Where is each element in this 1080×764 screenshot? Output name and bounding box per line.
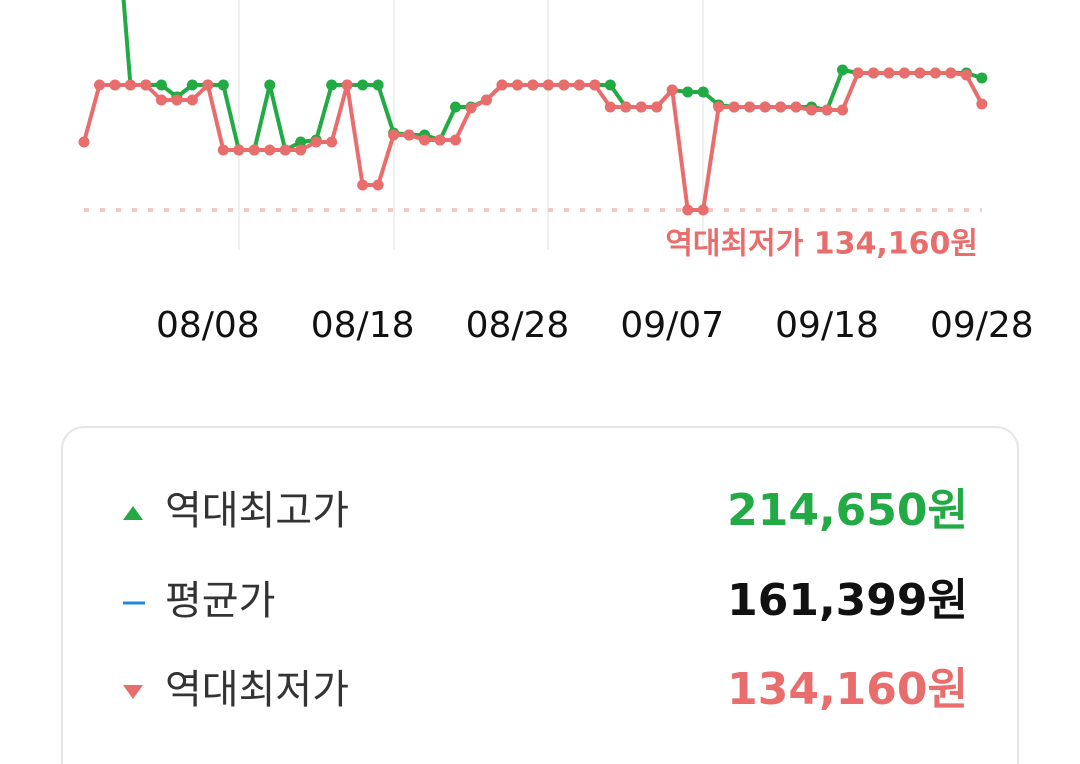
point	[140, 79, 152, 91]
point	[976, 72, 988, 84]
point	[372, 79, 384, 91]
point	[480, 94, 492, 106]
summary-value: 214,650원	[727, 485, 968, 536]
point	[604, 101, 616, 113]
point	[527, 79, 539, 91]
point	[155, 94, 167, 106]
x-tick-label: 09/07	[620, 305, 724, 346]
point	[496, 79, 508, 91]
point	[511, 79, 523, 91]
x-tick-label: 09/18	[775, 305, 879, 346]
point	[326, 79, 338, 91]
point	[806, 104, 818, 116]
point	[573, 79, 585, 91]
point	[651, 101, 663, 113]
point	[388, 129, 400, 141]
point	[357, 79, 369, 91]
point	[93, 79, 105, 91]
point	[233, 144, 245, 156]
point	[589, 79, 601, 91]
min-annotation: 역대최저가 134,160원	[665, 227, 978, 262]
series-line	[82, 71, 984, 212]
point	[837, 64, 849, 76]
point	[790, 101, 802, 113]
point	[341, 79, 353, 91]
point	[929, 67, 941, 79]
point	[186, 79, 198, 91]
point	[264, 144, 276, 156]
min-icon	[123, 685, 143, 699]
grid	[238, 0, 704, 250]
point	[697, 86, 709, 98]
point	[419, 134, 431, 146]
point	[124, 79, 136, 91]
point	[759, 101, 771, 113]
point	[450, 101, 462, 113]
point	[372, 179, 384, 191]
x-axis: 08/08 08/18 08/28 09/07 09/18 09/28	[156, 305, 1034, 346]
summary-value: 161,399원	[727, 575, 968, 626]
point	[682, 204, 694, 216]
point	[837, 104, 849, 116]
point	[960, 69, 972, 81]
summary-card	[61, 426, 1019, 764]
point	[898, 67, 910, 79]
point	[202, 79, 214, 91]
point	[914, 67, 926, 79]
point	[465, 102, 477, 114]
x-tick-label: 09/28	[930, 305, 1034, 346]
point	[821, 104, 833, 116]
point	[171, 94, 183, 106]
x-tick-label: 08/18	[311, 305, 415, 346]
point	[728, 101, 740, 113]
summary-label: 평균가	[165, 578, 275, 624]
point	[279, 144, 291, 156]
point	[697, 204, 709, 216]
point	[604, 79, 616, 91]
summary-label: 역대최저가	[165, 667, 349, 713]
point	[744, 101, 756, 113]
point	[310, 136, 322, 148]
point	[542, 79, 554, 91]
point	[403, 129, 415, 141]
point	[852, 67, 864, 79]
point	[295, 136, 307, 148]
point	[867, 67, 879, 79]
point	[264, 79, 276, 91]
point	[295, 144, 307, 156]
summary-label: 역대최고가	[165, 488, 349, 534]
point	[434, 134, 446, 146]
max-icon	[123, 506, 143, 520]
point	[620, 101, 632, 113]
point	[775, 101, 787, 113]
point	[682, 86, 694, 98]
point	[326, 136, 338, 148]
x-tick-label: 08/08	[156, 305, 260, 346]
point	[217, 144, 229, 156]
point	[666, 84, 678, 96]
x-tick-label: 08/28	[466, 305, 570, 346]
point	[155, 79, 167, 91]
point	[635, 101, 647, 113]
point	[248, 144, 260, 156]
point	[713, 101, 725, 113]
point	[109, 79, 121, 91]
point	[883, 67, 895, 79]
point	[976, 98, 988, 110]
point	[186, 94, 198, 106]
summary-value: 134,160원	[727, 664, 968, 715]
point	[945, 67, 957, 79]
point	[450, 134, 462, 146]
point	[558, 79, 570, 91]
point	[217, 79, 229, 91]
point	[357, 179, 369, 191]
point	[78, 136, 90, 148]
plot	[78, 0, 988, 216]
